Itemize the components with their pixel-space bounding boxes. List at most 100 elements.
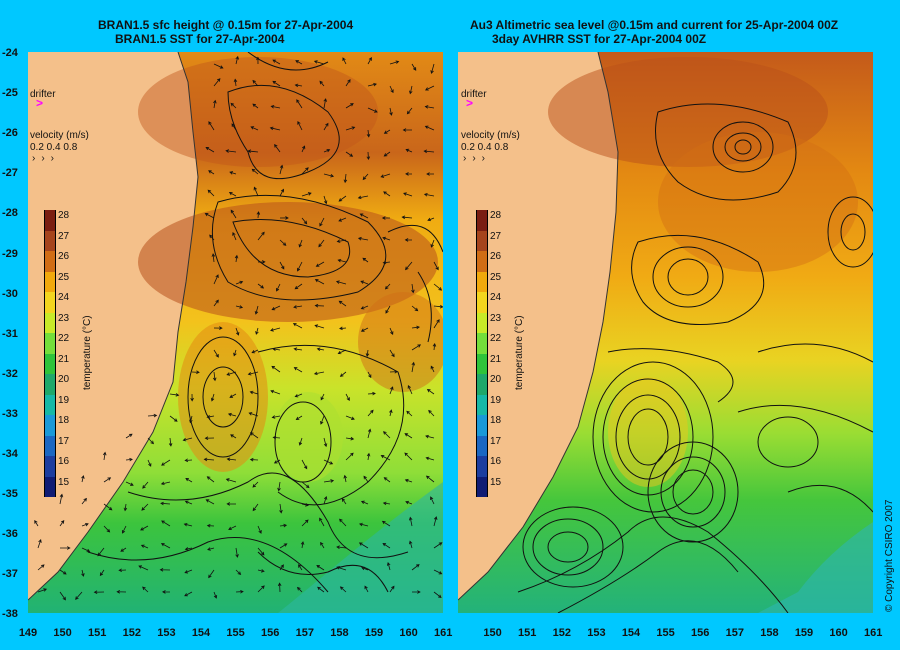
- x-tick-label: 159: [364, 627, 384, 639]
- velocity-arrow: [235, 280, 244, 285]
- velocity-arrow: [191, 370, 200, 375]
- velocity-arrow: [296, 99, 303, 109]
- velocity-arrow: [345, 393, 350, 402]
- velocity-arrow: [389, 369, 399, 374]
- velocity-arrow: [425, 434, 435, 439]
- colorbar-swatch: [476, 292, 488, 313]
- velocity-arrow: [389, 107, 393, 116]
- velocity-arrow: [123, 503, 128, 512]
- velocity-arrow: [433, 591, 442, 599]
- velocity-arrow: [213, 78, 221, 87]
- velocity-arrow: [235, 327, 240, 336]
- velocity-arrow: [433, 319, 440, 329]
- velocity-scale: 0.2 0.4 0.8: [461, 142, 509, 153]
- velocity-arrow: [405, 172, 413, 176]
- velocity-arrow: [234, 254, 239, 263]
- velocity-arrow: [343, 474, 347, 483]
- velocity-arrow: [34, 520, 39, 527]
- colorbar-swatch: [44, 435, 56, 456]
- velocity-arrow: [184, 547, 193, 551]
- velocity-arrow: [425, 456, 435, 461]
- velocity-arrow: [279, 543, 288, 549]
- velocity-arrow: [339, 586, 347, 593]
- velocity-arrow: [301, 459, 308, 470]
- velocity-arrow: [294, 283, 303, 290]
- velocity-arrow: [402, 128, 413, 132]
- velocity-arrow: [359, 522, 369, 527]
- velocity-arrow: [235, 589, 244, 594]
- colorbar-swatch: [44, 210, 56, 231]
- y-tick-label: -31: [2, 327, 18, 340]
- velocity-arrow: [207, 547, 215, 551]
- velocity-arrow: [360, 280, 369, 285]
- colorbar-value: 19: [490, 394, 502, 406]
- velocity-arrow: [169, 393, 180, 397]
- x-tick-label: 157: [295, 627, 314, 639]
- colorbar-title: temperature (°C): [82, 315, 93, 390]
- velocity-arrow: [211, 253, 216, 263]
- velocity-arrow: [293, 305, 303, 309]
- velocity-arrow: [279, 503, 283, 514]
- velocity-arrow: [367, 57, 372, 65]
- velocity-arrow: [169, 415, 178, 422]
- velocity-arrow: [367, 107, 378, 113]
- velocity-arrow: [361, 566, 369, 571]
- velocity-arrow: [183, 522, 193, 527]
- warm-eddy-patch: [138, 202, 438, 322]
- velocity-arrow: [121, 525, 127, 534]
- velocity-arrow: [257, 283, 265, 289]
- colorbar-value: 24: [58, 292, 70, 303]
- velocity-arrow: [213, 591, 218, 599]
- velocity-arrow: [411, 564, 420, 571]
- velocity-scale-arrows: ›››: [32, 153, 60, 164]
- colorbar-value: 25: [58, 271, 70, 283]
- velocity-arrow: [254, 305, 259, 315]
- velocity-arrow: [404, 433, 413, 439]
- velocity-arrow: [381, 216, 391, 220]
- velocity-arrow: [323, 148, 331, 153]
- colorbar-value: 19: [58, 394, 70, 406]
- y-tick-label: -29: [2, 247, 18, 260]
- colorbar-value: 18: [58, 415, 70, 426]
- velocity-arrow: [301, 192, 312, 197]
- colorbar-value: 15: [490, 476, 502, 488]
- velocity-label: velocity (m/s): [461, 130, 520, 141]
- velocity-arrow: [213, 349, 219, 358]
- velocity-arrow: [160, 543, 171, 549]
- velocity-arrow: [337, 258, 347, 263]
- velocity-arrow: [99, 569, 105, 577]
- velocity-arrow: [426, 388, 435, 395]
- velocity-arrow: [298, 564, 303, 571]
- velocity-arrow: [140, 525, 149, 531]
- velocity-arrow: [160, 501, 171, 506]
- velocity-arrow: [405, 261, 413, 271]
- velocity-arrow: [405, 500, 413, 505]
- velocity-arrow: [213, 63, 224, 69]
- y-tick-label: -30: [2, 287, 18, 300]
- velocity-arrow: [389, 327, 394, 335]
- velocity-arrow: [433, 569, 443, 575]
- velocity-arrow: [430, 365, 435, 373]
- velocity-arrow: [253, 186, 259, 197]
- velocity-arrow: [404, 478, 413, 483]
- colorbar-swatch: [44, 251, 56, 272]
- velocity-arrow: [251, 349, 259, 354]
- velocity-arrow: [430, 63, 435, 74]
- left-map-panel: [28, 52, 443, 613]
- velocity-arrow: [389, 60, 400, 65]
- y-tick-label: -38: [2, 608, 18, 621]
- velocity-arrow: [252, 103, 259, 109]
- velocity-scale: 0.2 0.4 0.8: [30, 142, 78, 153]
- right-map-panel: [458, 52, 873, 613]
- coastline: [458, 52, 619, 601]
- velocity-arrow: [360, 500, 369, 505]
- velocity-arrow: [231, 123, 237, 131]
- velocity-arrow: [142, 586, 149, 593]
- velocity-arrow: [364, 585, 369, 593]
- velocity-arrow: [428, 409, 435, 417]
- velocity-arrow: [249, 457, 259, 462]
- velocity-arrow: [297, 120, 303, 131]
- velocity-arrow: [81, 547, 91, 553]
- velocity-arrow: [147, 413, 158, 418]
- velocity-arrow: [256, 56, 260, 65]
